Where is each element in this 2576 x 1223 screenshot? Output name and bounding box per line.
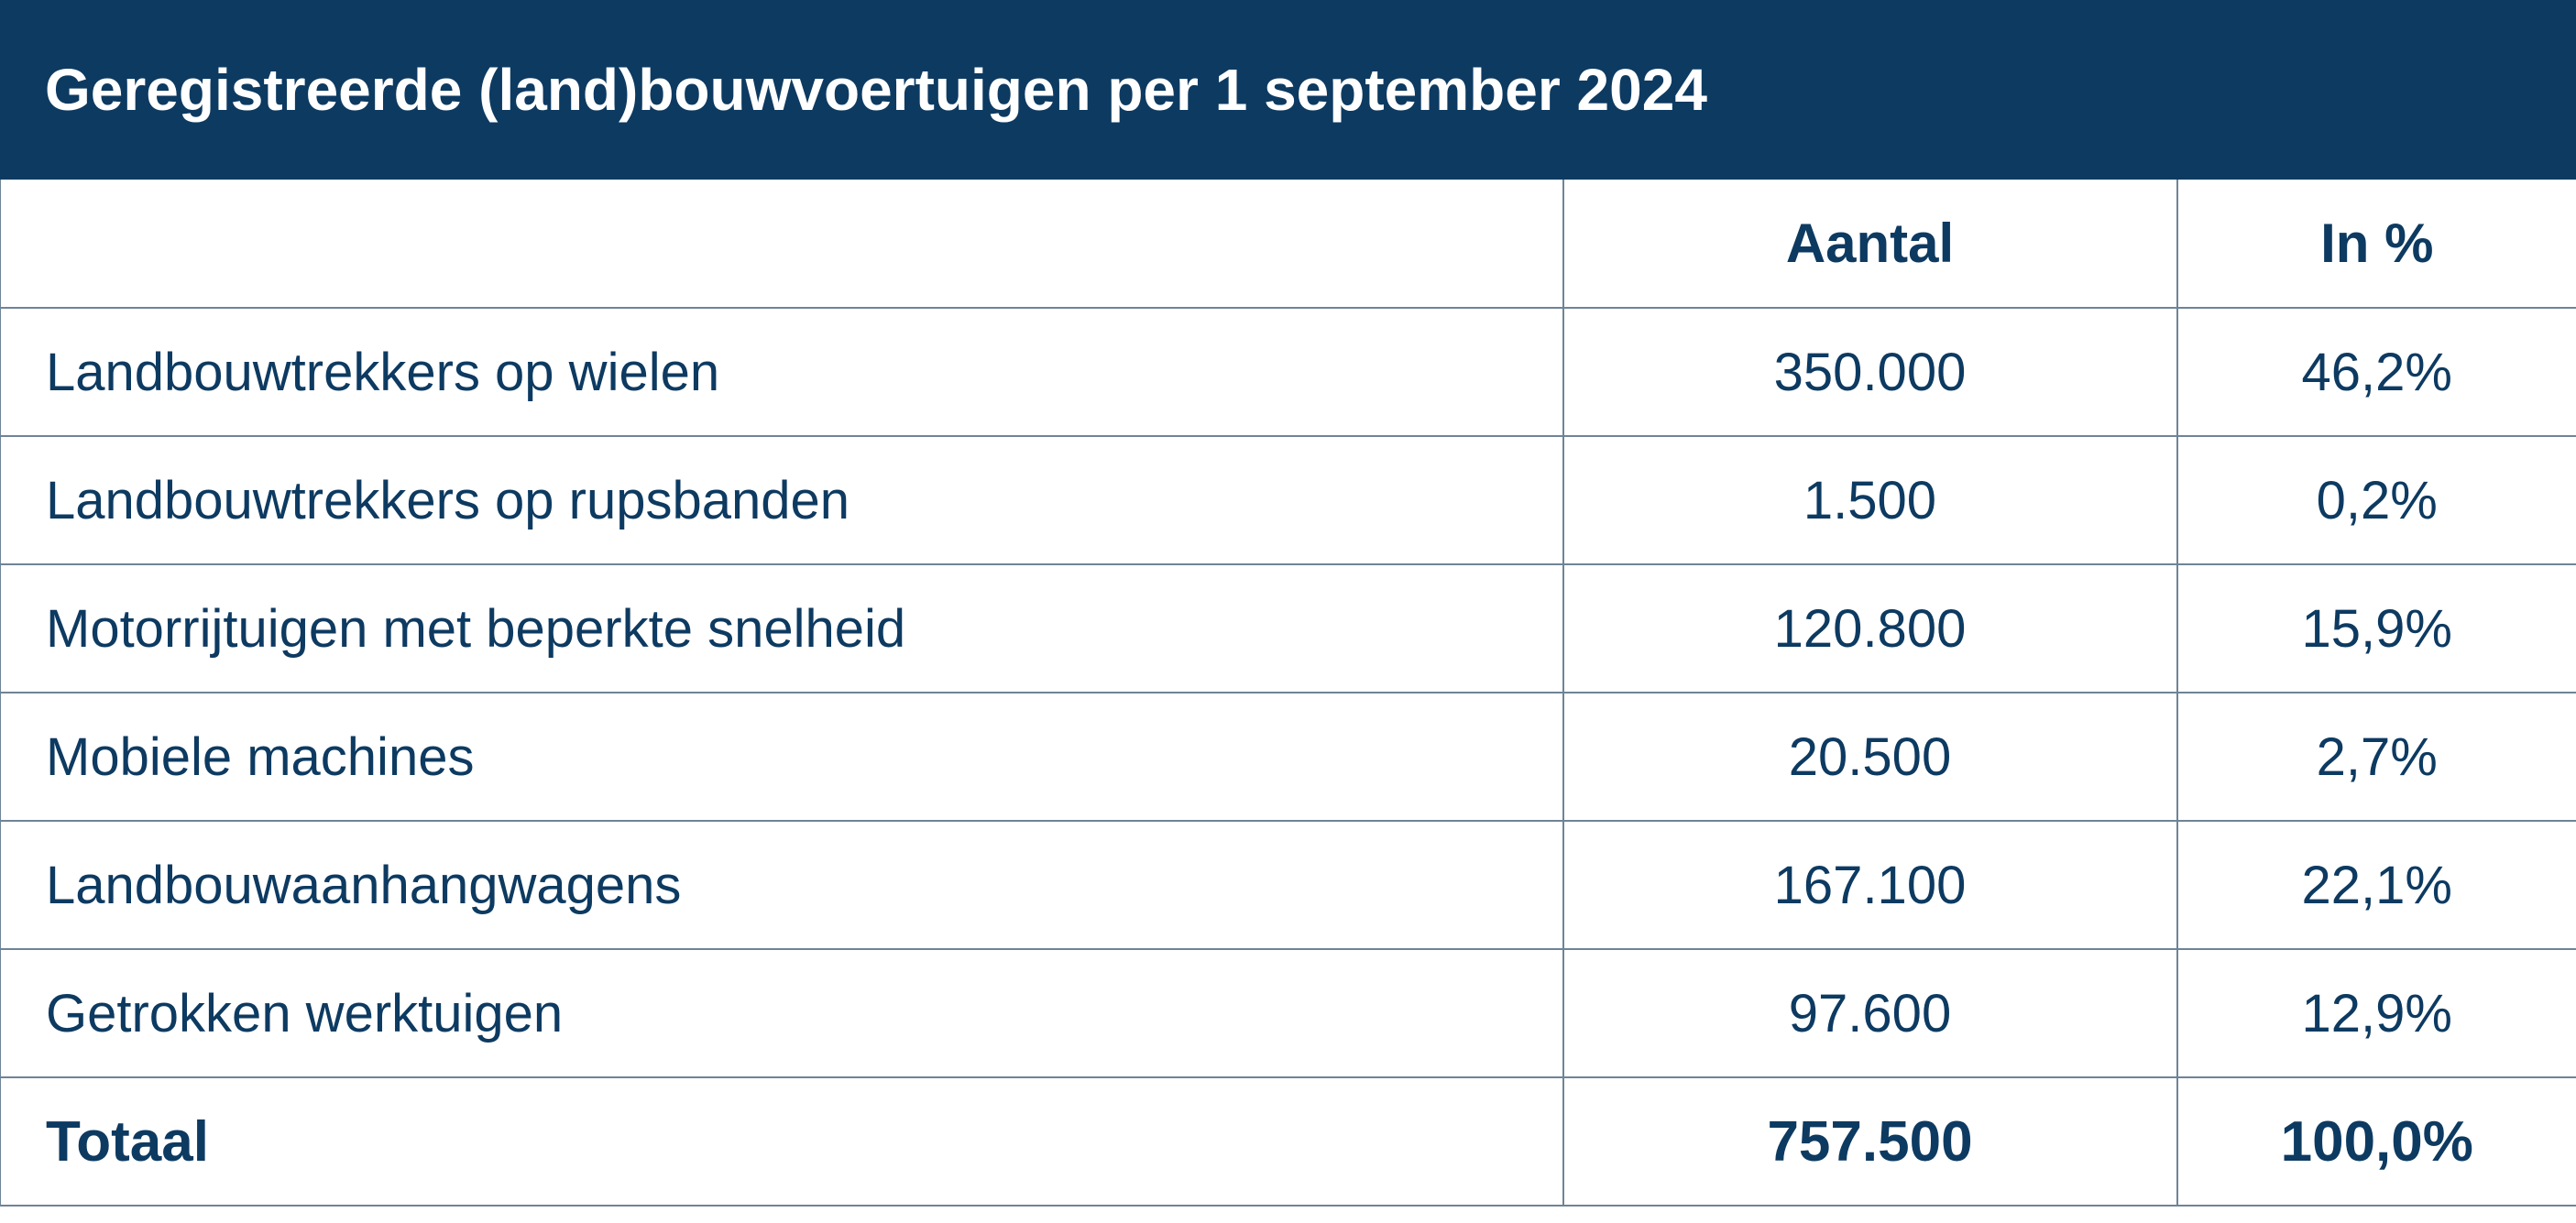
header-category [0,180,1564,309]
header-percent: In % [2176,180,2576,309]
total-row: Totaal 757.500 100,0% [0,1076,2576,1207]
row-percent: 12,9% [2176,948,2576,1078]
row-percent: 0,2% [2176,435,2576,565]
row-percent: 15,9% [2176,563,2576,693]
table-header-row: Aantal In % [0,180,2576,309]
row-percent: 22,1% [2176,820,2576,950]
row-count: 20.500 [1562,692,2178,822]
row-category: Landbouwaanhangwagens [0,820,1564,950]
row-count: 120.800 [1562,563,2178,693]
row-category: Getrokken werktuigen [0,948,1564,1078]
table-row: Getrokken werktuigen 97.600 12,9% [0,948,2576,1078]
title-bar: Geregistreerde (land)bouwvoertuigen per … [0,0,2576,180]
table-body: Landbouwtrekkers op wielen 350.000 46,2% La… [0,307,2576,1078]
header-count: Aantal [1562,180,2178,309]
table-row: Motorrijtuigen met beperkte snelheid 120.… [0,563,2576,693]
row-percent: 46,2% [2176,307,2576,437]
total-percent: 100,0% [2176,1076,2576,1207]
row-category: Landbouwtrekkers op wielen [0,307,1564,437]
row-category: Landbouwtrekkers op rupsbanden [0,435,1564,565]
table-title: Geregistreerde (land)bouwvoertuigen per … [45,57,1707,123]
row-category: Mobiele machines [0,692,1564,822]
table-row: Mobiele machines 20.500 2,7% [0,692,2576,822]
table-row: Landbouwtrekkers op wielen 350.000 46,2% [0,307,2576,437]
row-count: 97.600 [1562,948,2178,1078]
total-count: 757.500 [1562,1076,2178,1207]
row-count: 350.000 [1562,307,2178,437]
total-label: Totaal [0,1076,1564,1207]
row-category: Motorrijtuigen met beperkte snelheid [0,563,1564,693]
table-row: Landbouwtrekkers op rupsbanden 1.500 0,2% [0,435,2576,565]
data-table: Aantal In % Landbouwtrekkers op wielen 35… [0,180,2576,1207]
table-row: Landbouwaanhangwagens 167.100 22,1% [0,820,2576,950]
row-count: 167.100 [1562,820,2178,950]
row-percent: 2,7% [2176,692,2576,822]
row-count: 1.500 [1562,435,2178,565]
